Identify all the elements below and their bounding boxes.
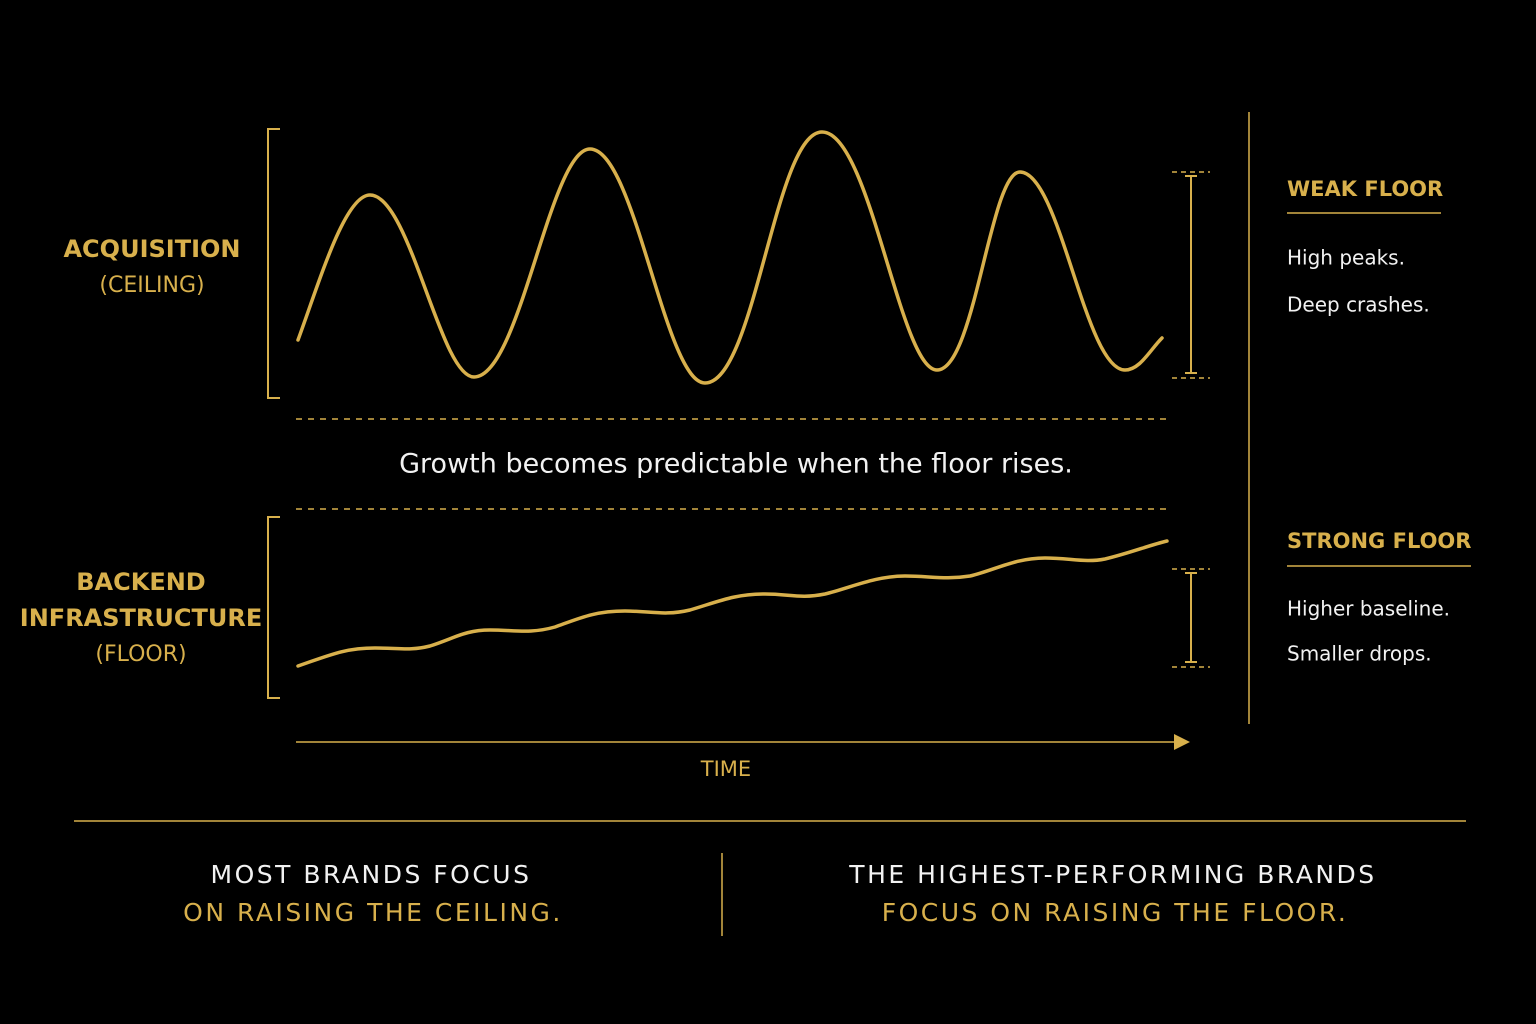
panel-label: (CEILING) <box>99 273 204 298</box>
panel-label: INFRASTRUCTURE <box>20 604 262 632</box>
bracket <box>267 128 280 399</box>
footer-text: ON RAISING THE CEILING. <box>183 898 563 927</box>
side-text: High peaks. <box>1287 246 1405 270</box>
bracket <box>267 516 280 699</box>
range-marker <box>1172 171 1210 379</box>
axis-label: TIME <box>700 757 751 781</box>
footer-text: THE HIGHEST-PERFORMING BRANDS <box>848 860 1376 889</box>
footer-text: FOCUS ON RAISING THE FLOOR. <box>882 898 1349 927</box>
side-heading: STRONG FLOOR <box>1287 529 1471 553</box>
panel-label: (FLOOR) <box>95 642 186 667</box>
rising-curve <box>296 539 1169 668</box>
footer-text: MOST BRANDS FOCUS <box>211 860 532 889</box>
side-text: Deep crashes. <box>1287 293 1430 317</box>
range-marker <box>1172 568 1210 668</box>
side-text: Higher baseline. <box>1287 597 1450 621</box>
volatile-curve <box>296 130 1164 385</box>
middle-text: Growth becomes predictable when the floo… <box>399 449 1073 480</box>
arrow-head <box>1174 734 1190 750</box>
panel-label: ACQUISITION <box>63 235 240 263</box>
side-heading: WEAK FLOOR <box>1287 177 1443 201</box>
panel-label: BACKEND <box>76 568 205 596</box>
side-text: Smaller drops. <box>1287 642 1432 666</box>
